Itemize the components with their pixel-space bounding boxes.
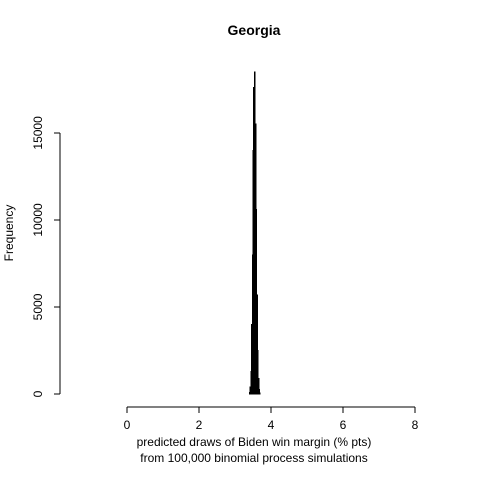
chart-title: Georgia — [228, 22, 281, 38]
x-axis-ticks: 0 2 4 6 8 — [124, 407, 419, 432]
x-tick-label: 8 — [412, 418, 419, 432]
x-tick-label: 2 — [196, 418, 203, 432]
histogram-bars — [248, 71, 261, 395]
y-tick-label: 0 — [31, 390, 45, 397]
y-tick-label: 10000 — [31, 203, 45, 237]
y-tick-label: 5000 — [31, 293, 45, 320]
x-axis-label: predicted draws of Biden win margin (% p… — [137, 435, 372, 449]
x-axis-label-line2: from 100,000 binomial process simulation… — [140, 451, 367, 465]
y-axis-ticks: 0 5000 10000 15000 — [31, 116, 60, 397]
y-axis-label: Frequency — [2, 205, 16, 262]
y-tick-label: 15000 — [31, 116, 45, 150]
x-tick-label: 0 — [124, 418, 131, 432]
x-tick-label: 6 — [340, 418, 347, 432]
x-tick-label: 4 — [268, 418, 275, 432]
histogram-bar — [258, 392, 261, 395]
